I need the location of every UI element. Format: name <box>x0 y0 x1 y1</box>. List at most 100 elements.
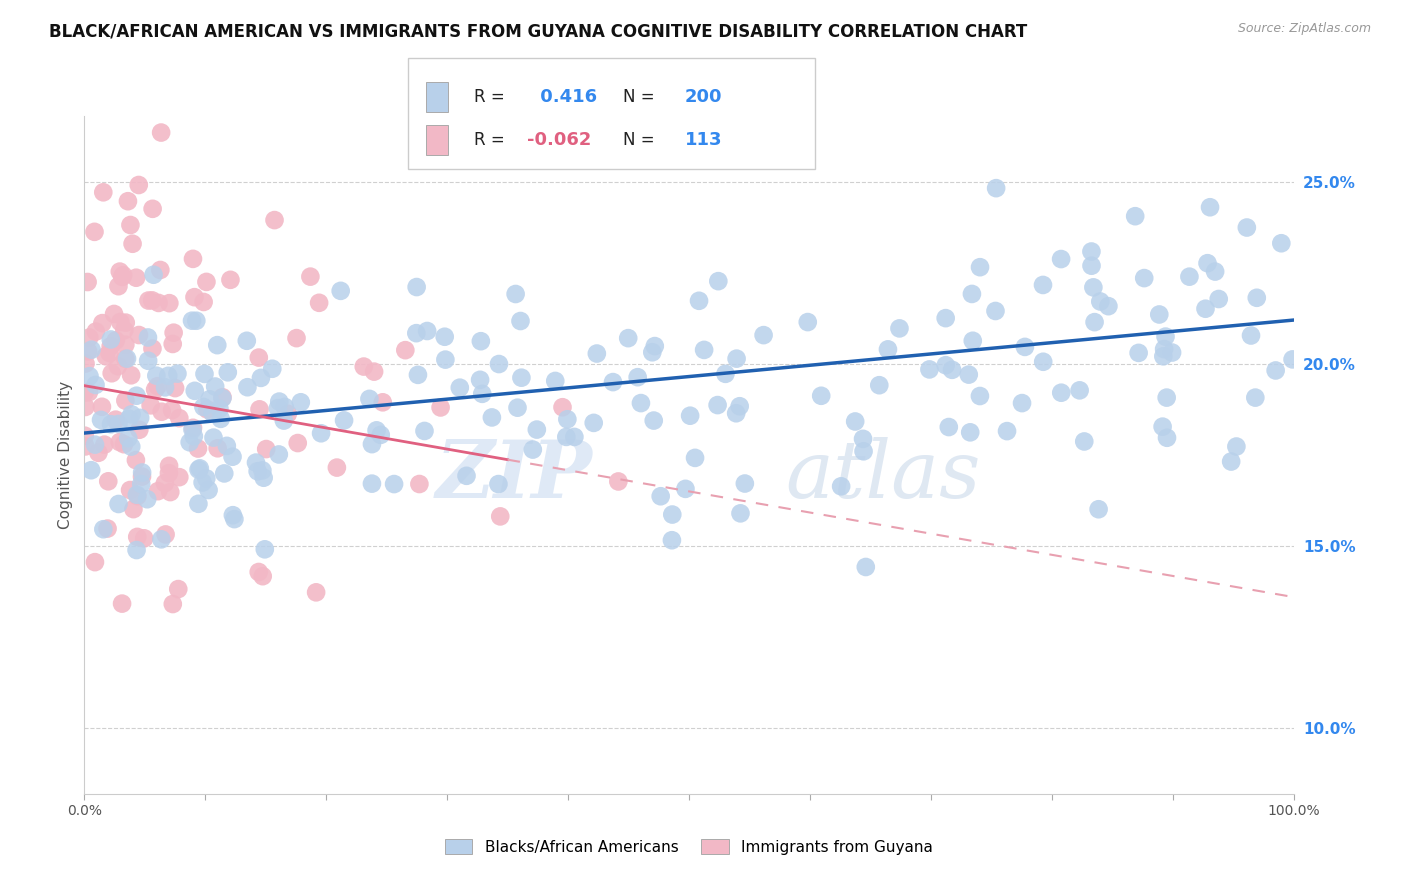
Point <box>1083 280 1105 294</box>
Point <box>361 437 384 451</box>
Point <box>165 381 187 395</box>
Point <box>564 430 586 444</box>
Point <box>661 508 683 522</box>
Point <box>1050 385 1073 400</box>
Point <box>725 351 748 366</box>
Point <box>153 476 176 491</box>
Point <box>125 389 148 403</box>
Point <box>935 311 957 326</box>
Point <box>195 471 218 485</box>
Point <box>97 475 120 489</box>
Point <box>118 411 141 425</box>
Point <box>246 464 269 478</box>
Point <box>112 268 135 282</box>
Point <box>141 342 163 356</box>
Point <box>617 331 640 345</box>
Point <box>468 373 491 387</box>
Point <box>602 375 624 389</box>
Point <box>1149 308 1171 322</box>
Point <box>984 181 1007 195</box>
Point <box>120 368 142 383</box>
Point <box>219 273 242 287</box>
Point <box>456 468 478 483</box>
Point <box>889 321 911 335</box>
Point <box>217 365 239 379</box>
Point <box>93 437 115 451</box>
Point <box>830 479 852 493</box>
Point <box>263 213 285 227</box>
Point <box>1032 355 1054 369</box>
Point <box>413 424 436 438</box>
Point <box>405 326 427 340</box>
Point <box>406 368 429 382</box>
Point <box>75 439 97 453</box>
Text: 0.416: 0.416 <box>534 88 598 106</box>
Point <box>1156 431 1178 445</box>
Point <box>91 186 114 200</box>
Point <box>193 367 215 381</box>
Point <box>77 385 100 400</box>
Point <box>181 314 204 328</box>
Point <box>471 387 494 401</box>
Point <box>150 405 173 419</box>
Point <box>433 330 456 344</box>
Point <box>184 384 207 398</box>
Text: N =: N = <box>623 88 654 106</box>
Point <box>215 439 238 453</box>
Point <box>104 334 127 348</box>
Point <box>108 435 131 450</box>
Point <box>125 543 148 558</box>
Point <box>121 236 143 251</box>
Point <box>73 385 96 400</box>
Point <box>506 401 529 415</box>
Point <box>146 379 169 393</box>
Point <box>134 531 156 545</box>
Point <box>630 396 652 410</box>
Point <box>166 367 188 381</box>
Point <box>852 432 875 446</box>
Text: ZIP: ZIP <box>436 436 592 514</box>
Point <box>76 275 98 289</box>
Point <box>107 279 129 293</box>
Point <box>277 407 299 421</box>
Point <box>797 315 820 329</box>
Point <box>162 337 184 351</box>
Point <box>207 442 229 456</box>
Point <box>505 287 527 301</box>
Point <box>138 293 160 308</box>
Point <box>253 542 276 557</box>
Point <box>169 470 191 484</box>
Point <box>193 400 215 414</box>
Point <box>125 488 148 502</box>
Point <box>1246 291 1268 305</box>
Point <box>107 417 129 431</box>
Point <box>73 428 96 442</box>
Point <box>131 469 153 483</box>
Point <box>650 489 672 503</box>
Point <box>127 489 149 503</box>
Point <box>267 401 290 416</box>
Point <box>77 344 100 359</box>
Point <box>169 411 191 425</box>
Point <box>308 295 330 310</box>
Point <box>108 264 131 278</box>
Point <box>114 393 136 408</box>
Point <box>995 424 1018 438</box>
Point <box>960 287 983 301</box>
Point <box>551 401 574 415</box>
Point <box>641 345 664 359</box>
Point <box>149 263 172 277</box>
Point <box>1087 502 1109 516</box>
Point <box>221 450 243 464</box>
Point <box>370 428 392 442</box>
Point <box>752 328 775 343</box>
Point <box>114 351 136 366</box>
Point <box>84 437 107 451</box>
Point <box>366 423 388 437</box>
Point <box>94 349 117 363</box>
Point <box>394 343 416 358</box>
Point <box>181 423 204 437</box>
Point <box>734 476 756 491</box>
Point <box>1069 384 1091 398</box>
Point <box>128 328 150 343</box>
